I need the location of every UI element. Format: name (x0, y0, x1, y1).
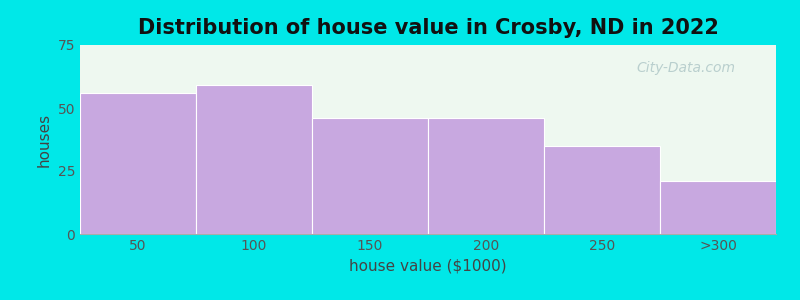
Bar (544, 146, 660, 234)
Bar (196, 85, 312, 234)
Y-axis label: houses: houses (37, 112, 52, 166)
Bar (660, 181, 776, 234)
Bar (80, 93, 196, 234)
Bar (428, 118, 544, 234)
Title: Distribution of house value in Crosby, ND in 2022: Distribution of house value in Crosby, N… (138, 18, 718, 38)
Text: City-Data.com: City-Data.com (637, 61, 736, 75)
Bar (312, 118, 428, 234)
X-axis label: house value ($1000): house value ($1000) (349, 258, 507, 273)
